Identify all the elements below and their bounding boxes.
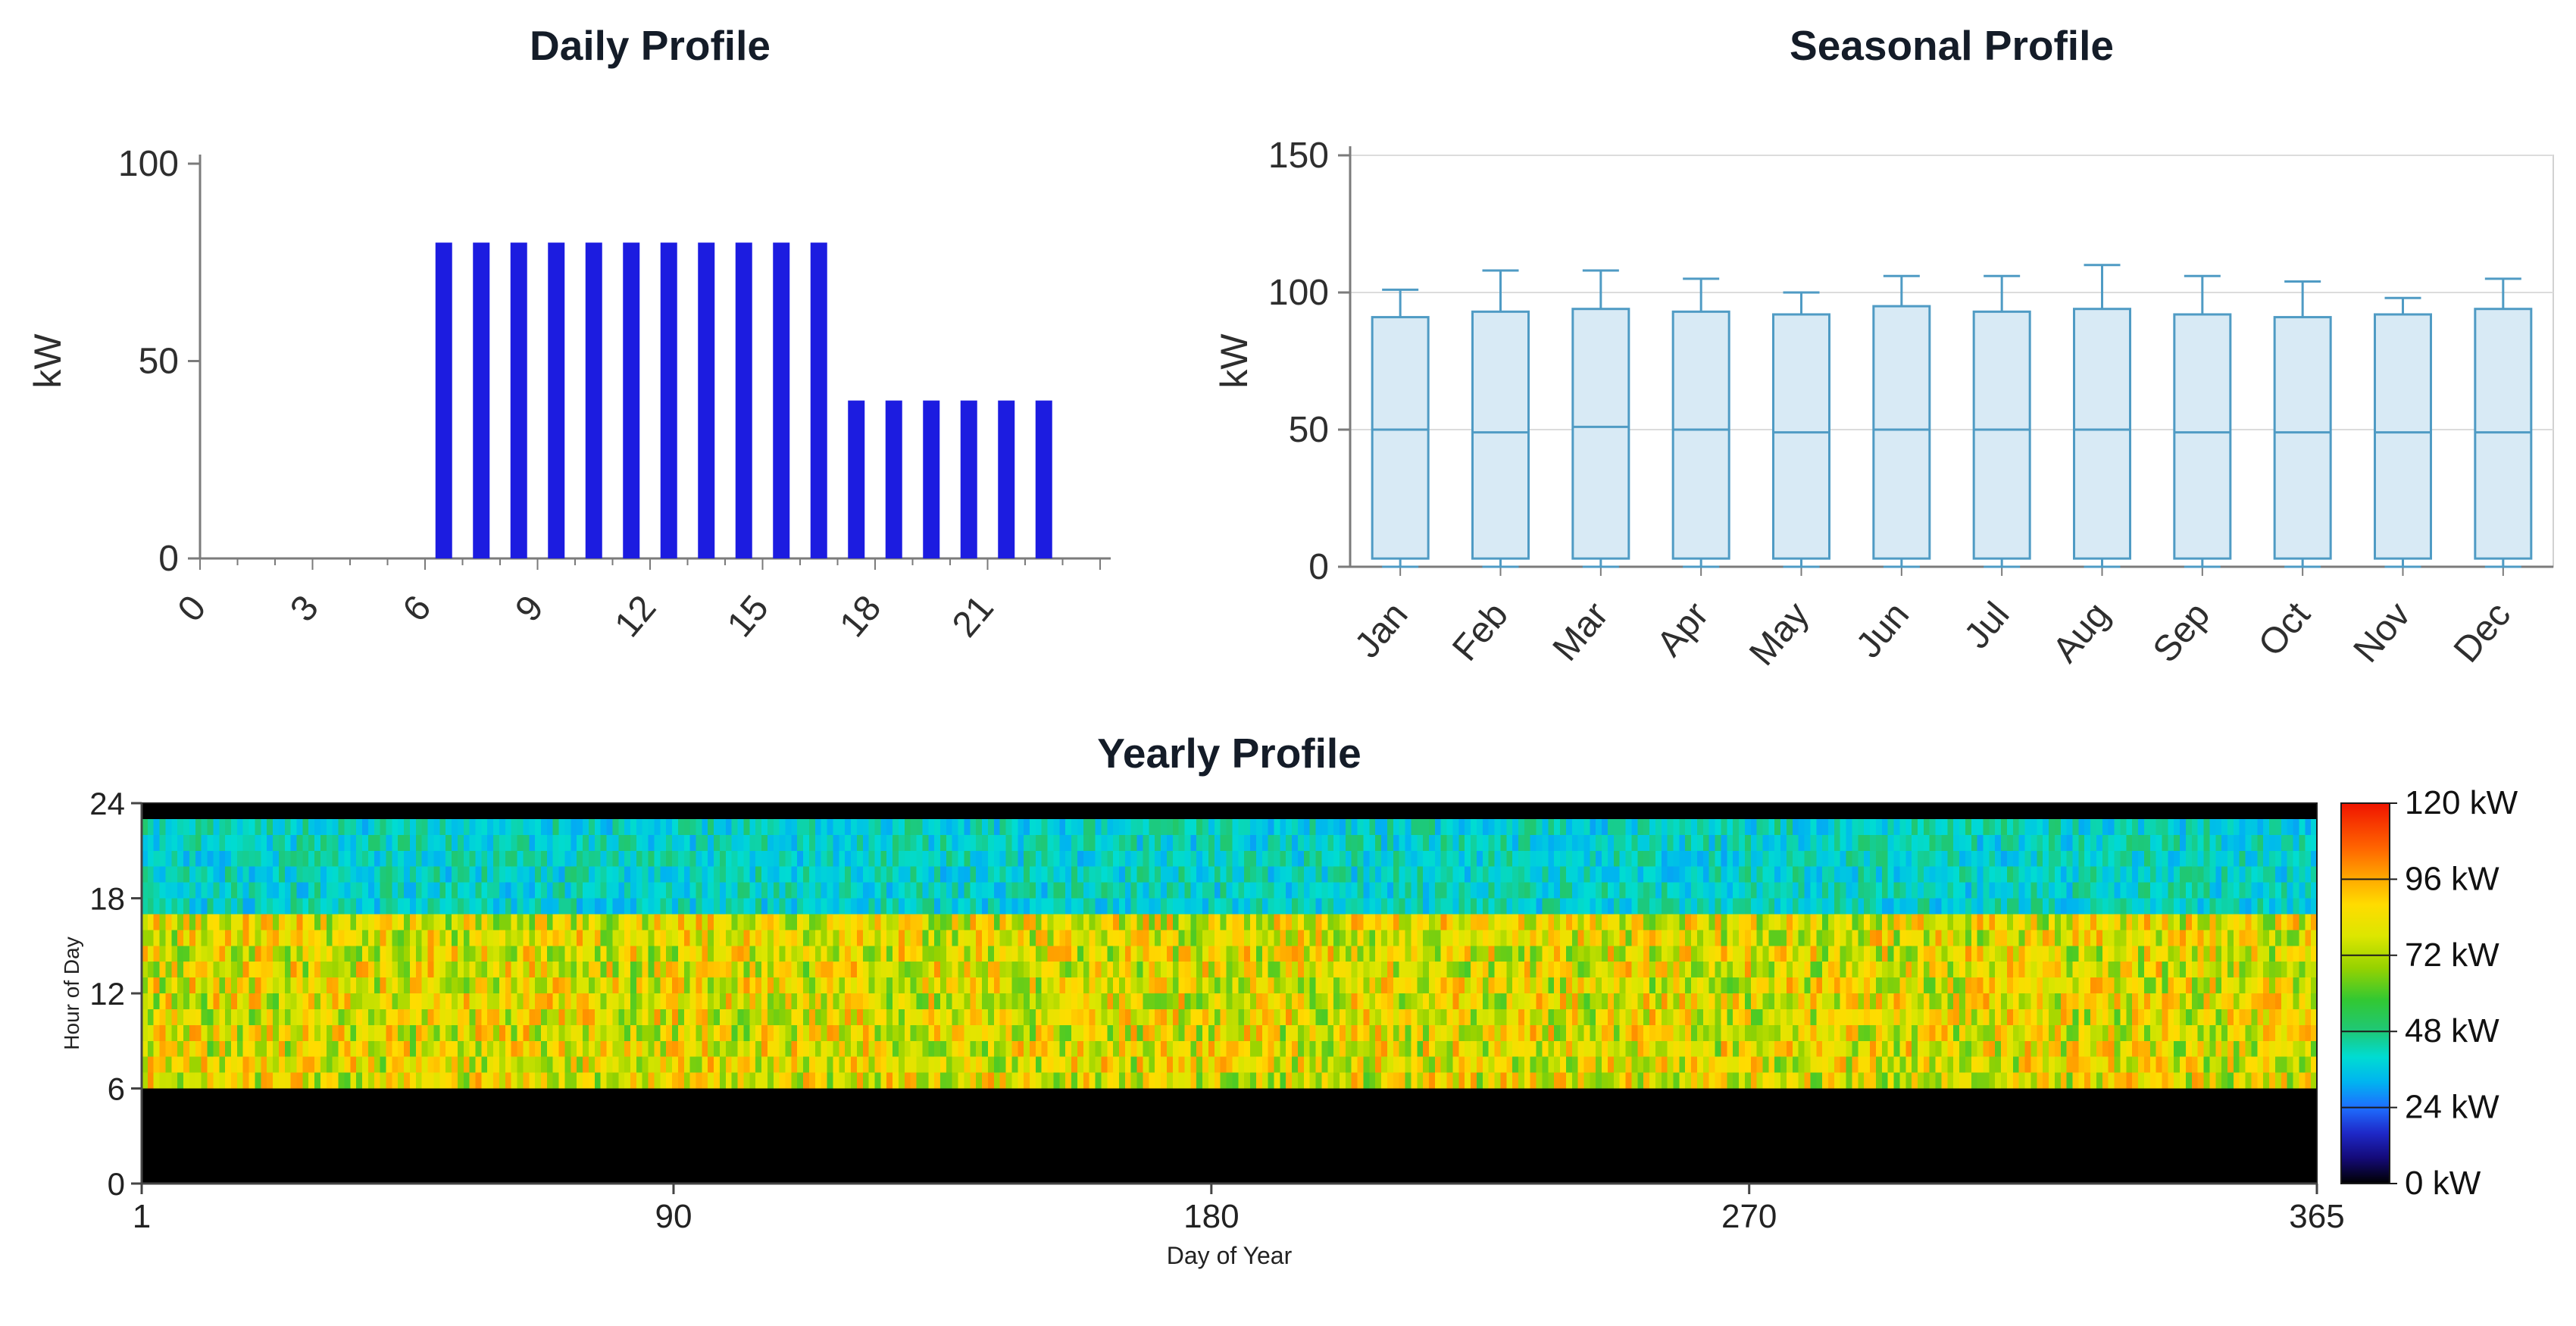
daily-profile-chart: Daily Profile 0 50 100 0 3 6 9 12 15 18 21 kW xyxy=(0,0,1182,727)
daily-x-tick-label: 6 xyxy=(395,588,439,630)
daily-y-tick-label: 0 xyxy=(158,539,179,579)
yearly-profile-chart: Yearly Profile 0 6 12 18 24 1 90 180 270 365 Day o… xyxy=(0,727,2576,1326)
seasonal-x-tick-label: Jan xyxy=(1347,595,1415,665)
seasonal-y-axis-label: kW xyxy=(1213,333,1255,389)
yearly-x-tick-label: 270 xyxy=(1721,1198,1777,1235)
yearly-profile-title: Yearly Profile xyxy=(1097,730,1361,777)
yearly-profile-plot: 0 6 12 18 24 1 90 180 270 365 Day of Year Hour of D… xyxy=(60,784,2518,1269)
colorbar-tick-label: 0 kW xyxy=(2405,1165,2481,1202)
daily-y-axis-label: kW xyxy=(27,333,69,389)
seasonal-x-tick-label: Feb xyxy=(1445,595,1516,668)
seasonal-plot-border xyxy=(1349,155,2554,568)
seasonal-box-aug xyxy=(2073,308,2131,560)
yearly-y-tick-label: 0 xyxy=(108,1166,125,1202)
daily-bar-hour-22 xyxy=(1035,400,1052,558)
seasonal-x-tick-label: Jun xyxy=(1849,595,1917,665)
daily-bar-hour-14 xyxy=(735,242,752,558)
seasonal-x-tick-label: Dec xyxy=(2446,595,2518,670)
daily-profile-plot: 0 50 100 0 3 6 9 12 15 18 21 kW xyxy=(27,144,1111,645)
seasonal-box-sep xyxy=(2173,313,2232,560)
daily-bar-hour-16 xyxy=(810,242,827,558)
daily-profile-title: Daily Profile xyxy=(530,22,771,69)
yearly-y-tick-label: 24 xyxy=(89,786,125,821)
yearly-x-axis-label: Day of Year xyxy=(1167,1242,1293,1269)
seasonal-y-tick-label: 0 xyxy=(1308,547,1329,587)
daily-bar-hour-9 xyxy=(548,242,565,558)
seasonal-profile-plot: 0 50 100 150 Jan Feb Mar Apr May Jun Jul Aug Sep Oct N… xyxy=(1213,136,2554,674)
daily-x-tick-label: 9 xyxy=(508,588,552,630)
seasonal-x-tick-label: Mar xyxy=(1546,595,1617,668)
yearly-y-axis-label: Hour of Day xyxy=(60,937,83,1049)
seasonal-x-tick-label: Aug xyxy=(2045,595,2117,670)
daily-bar-hour-13 xyxy=(698,242,715,558)
daily-y-tick-label: 100 xyxy=(118,144,179,184)
seasonal-box-nov xyxy=(2374,313,2432,560)
daily-bar-hour-15 xyxy=(773,242,790,558)
seasonal-x-tick-label: May xyxy=(1742,595,1817,674)
seasonal-box-oct xyxy=(2273,316,2332,560)
seasonal-box-jan xyxy=(1371,316,1430,560)
daily-x-tick-label: 0 xyxy=(170,588,214,630)
seasonal-box-jul xyxy=(1972,310,2031,560)
colorbar-tick-label: 120 kW xyxy=(2405,784,2518,821)
daily-bar-hour-8 xyxy=(510,242,527,558)
daily-x-tick-label: 12 xyxy=(608,588,664,645)
daily-bar-hour-20 xyxy=(960,400,977,558)
daily-bar-hour-18 xyxy=(885,400,902,558)
seasonal-box-feb xyxy=(1471,310,1530,560)
seasonal-y-tick-label: 100 xyxy=(1268,273,1329,313)
yearly-y-tick-label: 6 xyxy=(108,1071,125,1107)
yearly-heatmap-border xyxy=(141,802,2318,1184)
seasonal-profile-title: Seasonal Profile xyxy=(1790,22,2114,69)
seasonal-box-mar xyxy=(1571,308,1630,560)
seasonal-y-tick-label: 150 xyxy=(1268,136,1329,176)
seasonal-y-tick-label: 50 xyxy=(1289,410,1329,450)
yearly-x-tick-label: 1 xyxy=(133,1198,151,1235)
colorbar-tick-label: 96 kW xyxy=(2405,860,2499,897)
yearly-heatmap-canvas xyxy=(142,803,2317,1184)
yearly-colorbar xyxy=(2340,802,2390,1184)
yearly-y-tick-label: 12 xyxy=(89,976,125,1012)
seasonal-box-apr xyxy=(1671,310,1730,560)
seasonal-box-dec xyxy=(2474,308,2533,560)
seasonal-x-tick-label: Nov xyxy=(2346,595,2418,670)
daily-bar-hour-10 xyxy=(585,242,602,558)
daily-bar-hour-21 xyxy=(998,400,1015,558)
daily-bar-hour-17 xyxy=(848,400,865,558)
daily-x-tick-label: 18 xyxy=(833,588,889,645)
seasonal-box-jun xyxy=(1872,305,1931,560)
seasonal-box-may xyxy=(1772,313,1830,560)
daily-bar-hour-11 xyxy=(623,242,640,558)
seasonal-x-tick-label: Apr xyxy=(1649,595,1717,664)
colorbar-tick-label: 48 kW xyxy=(2405,1012,2499,1049)
daily-bar-hour-12 xyxy=(660,242,677,558)
daily-bar-hour-19 xyxy=(923,400,940,558)
yearly-x-tick-label: 90 xyxy=(655,1198,692,1235)
seasonal-x-tick-label: Jul xyxy=(1957,595,2018,656)
daily-x-tick-label: 21 xyxy=(945,588,1002,645)
seasonal-profile-chart: Seasonal Profile 0 50 100 150 Jan Feb Mar Apr Ma… xyxy=(1182,0,2576,727)
yearly-x-tick-label: 365 xyxy=(2289,1198,2344,1235)
daily-x-tick-label: 15 xyxy=(720,588,777,645)
seasonal-x-tick-label: Oct xyxy=(2251,595,2318,664)
yearly-y-tick-label: 18 xyxy=(89,881,125,917)
colorbar-tick-label: 72 kW xyxy=(2405,937,2499,974)
seasonal-x-tick-label: Sep xyxy=(2146,595,2218,670)
colorbar-tick-label: 24 kW xyxy=(2405,1089,2499,1126)
daily-y-tick-label: 50 xyxy=(139,342,179,382)
yearly-x-tick-label: 180 xyxy=(1183,1198,1239,1235)
daily-x-tick-label: 3 xyxy=(283,588,327,630)
daily-bar-hour-7 xyxy=(473,242,490,558)
daily-bar-hour-6 xyxy=(435,242,452,558)
